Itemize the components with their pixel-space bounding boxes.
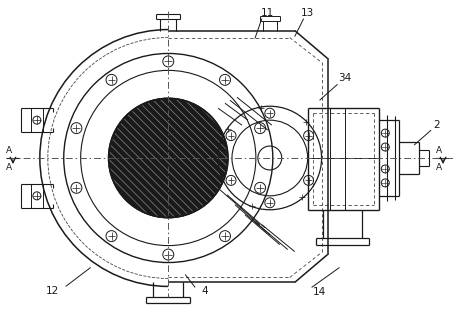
Text: 2: 2 (434, 120, 440, 130)
Text: 11: 11 (261, 8, 274, 18)
Text: 13: 13 (301, 8, 314, 18)
Text: 12: 12 (46, 286, 59, 296)
Text: 14: 14 (313, 287, 326, 297)
Text: 34: 34 (338, 73, 351, 83)
Text: A: A (436, 164, 442, 172)
Text: 4: 4 (202, 286, 208, 296)
Text: A: A (6, 146, 12, 155)
Text: A: A (436, 146, 442, 155)
Text: A: A (6, 164, 12, 172)
Circle shape (109, 99, 227, 217)
Circle shape (109, 98, 228, 218)
